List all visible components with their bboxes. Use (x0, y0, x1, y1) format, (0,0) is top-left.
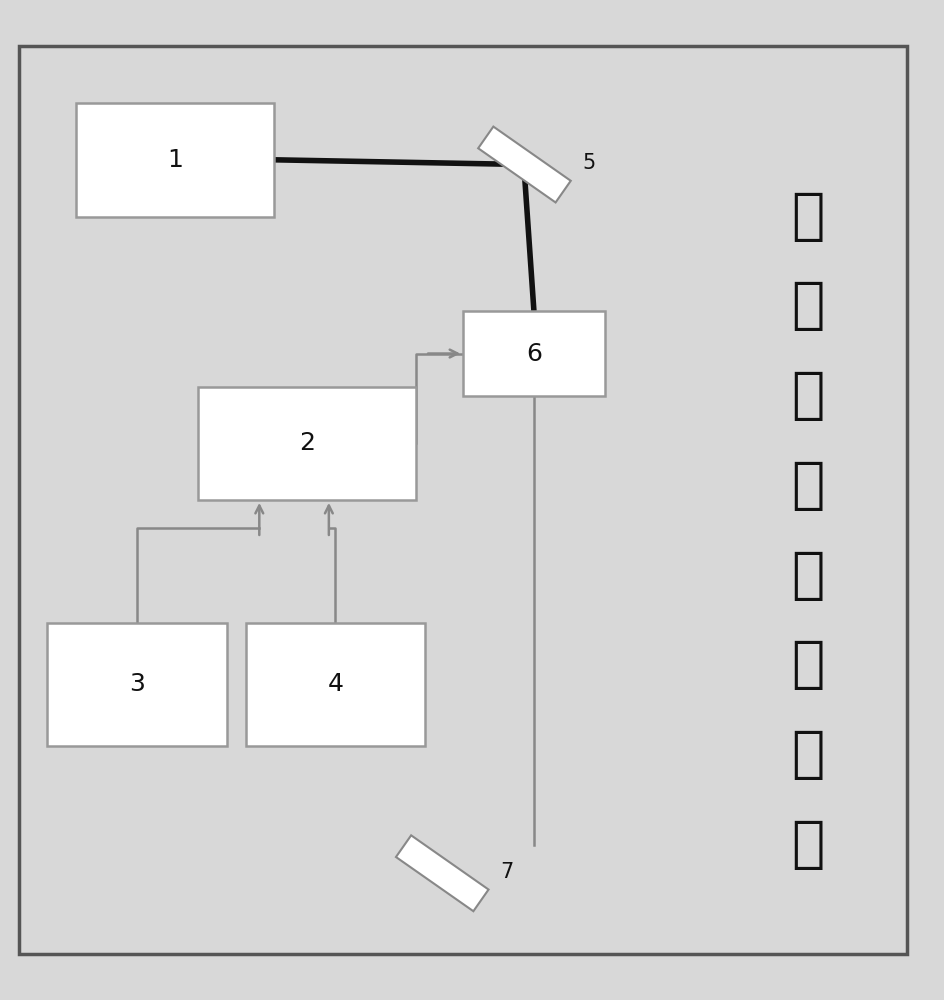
Polygon shape (478, 127, 570, 202)
Text: 制: 制 (790, 459, 824, 513)
Text: 系: 系 (790, 728, 824, 782)
Bar (76, 103, 274, 217)
Text: 光: 光 (790, 638, 824, 692)
Text: 5: 5 (582, 153, 595, 173)
Bar (245, 623, 425, 746)
Text: 4: 4 (328, 672, 343, 696)
Bar (198, 387, 415, 500)
Text: 统: 统 (790, 818, 824, 872)
Text: 分: 分 (790, 549, 824, 603)
Bar (47, 623, 227, 746)
Text: 调: 调 (790, 369, 824, 423)
Text: 7: 7 (499, 862, 513, 882)
Polygon shape (396, 835, 488, 911)
Text: 激: 激 (790, 190, 824, 243)
Text: 1: 1 (167, 148, 182, 172)
Text: 3: 3 (129, 672, 144, 696)
Text: 光: 光 (790, 279, 824, 333)
Text: 6: 6 (526, 342, 541, 366)
Bar (463, 311, 604, 396)
Text: 2: 2 (299, 431, 314, 455)
